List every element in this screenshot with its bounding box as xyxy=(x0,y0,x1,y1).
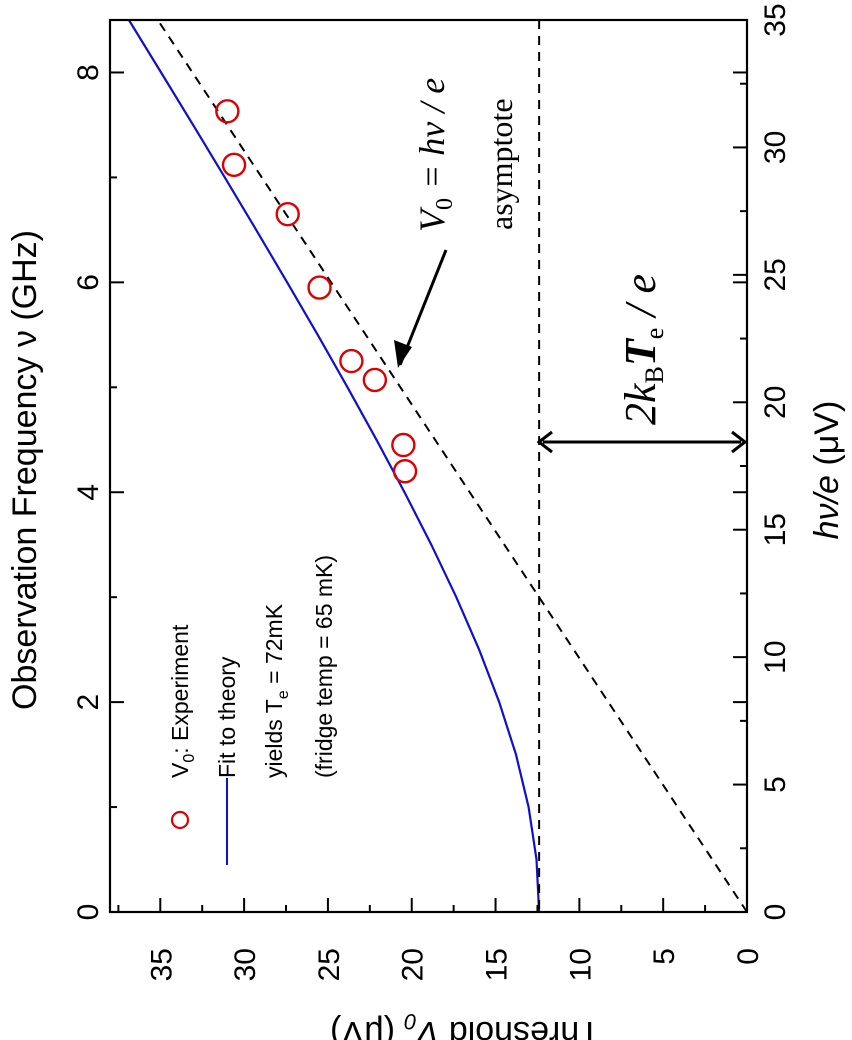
gap-arrowhead-right xyxy=(731,430,748,454)
legend-experiment-marker xyxy=(170,810,190,830)
gap-arrowhead-left xyxy=(536,430,553,454)
frequency-tick-label: 8 xyxy=(72,64,105,81)
hv-tick-label: 10 xyxy=(759,640,792,673)
asymptote-dashed-line xyxy=(156,19,748,913)
plot-frame xyxy=(108,18,749,914)
legend-experiment-label: V0: Experiment xyxy=(167,624,198,778)
frequency-tick-label: 4 xyxy=(72,484,105,501)
asymptote-pointer-arrowhead xyxy=(394,340,412,368)
hv-tick-label: 30 xyxy=(759,131,792,164)
gap-label: 2kBTe / e xyxy=(616,274,669,425)
hv-tick-label: 5 xyxy=(759,776,792,793)
asymptote-equation: V0 = hν / e xyxy=(412,78,458,232)
threshold-tick-label: 15 xyxy=(481,948,514,981)
tick-labels: 0 2 4 6 8 35 30 25 20 15 10 5 0 0 5 10 15 20 25 30 35 xyxy=(72,3,792,981)
experiment-point xyxy=(362,367,388,393)
threshold-tick-label: 20 xyxy=(397,948,430,981)
asymptote-word: asymptote xyxy=(483,98,519,230)
gap-annotation: 2kBTe / e xyxy=(536,274,748,454)
hv-tick-label: 20 xyxy=(759,386,792,419)
hv-axis-title: hν/e (μV) xyxy=(808,401,846,540)
legend-fridge-note: (fridge temp = 65 mK) xyxy=(311,555,337,778)
frequency-tick-label: 6 xyxy=(72,274,105,291)
experiment-point xyxy=(339,348,364,374)
hv-tick-label: 0 xyxy=(759,904,792,921)
threshold-tick-label: 10 xyxy=(564,948,597,981)
hv-tick-label: 25 xyxy=(759,258,792,291)
threshold-tick-label: 30 xyxy=(229,948,262,981)
hv-tick-label: 35 xyxy=(759,3,792,36)
legend-fit-label: Fit to theory xyxy=(214,656,240,778)
threshold-axis-title: Threshold V0 (μV) xyxy=(330,1009,600,1040)
frequency-tick-label: 2 xyxy=(72,694,105,711)
threshold-tick-label: 5 xyxy=(648,948,681,965)
hv-tick-label: 15 xyxy=(759,513,792,546)
experiment-point xyxy=(392,459,418,484)
legend-yields-label: yields Te = 72mK xyxy=(261,603,292,778)
asymptote-annotation: V0 = hν / e asymptote xyxy=(394,78,519,368)
plot-area xyxy=(127,19,748,913)
frequency-axis-title: Observation Frequency ν (GHz) xyxy=(6,230,44,710)
experiment-point xyxy=(307,275,332,300)
threshold-tick-label: 25 xyxy=(313,948,346,981)
threshold-tick-label: 35 xyxy=(145,948,178,981)
experiment-point xyxy=(215,99,240,124)
threshold-tick-label: 0 xyxy=(732,948,765,965)
legend: V0: Experiment Fit to theory yields Te =… xyxy=(167,555,337,865)
frequency-tick-label: 0 xyxy=(72,904,105,921)
experiment-point xyxy=(391,432,416,458)
fit-curve xyxy=(127,19,541,913)
experiment-point xyxy=(221,152,247,178)
experiment-point xyxy=(275,201,300,227)
